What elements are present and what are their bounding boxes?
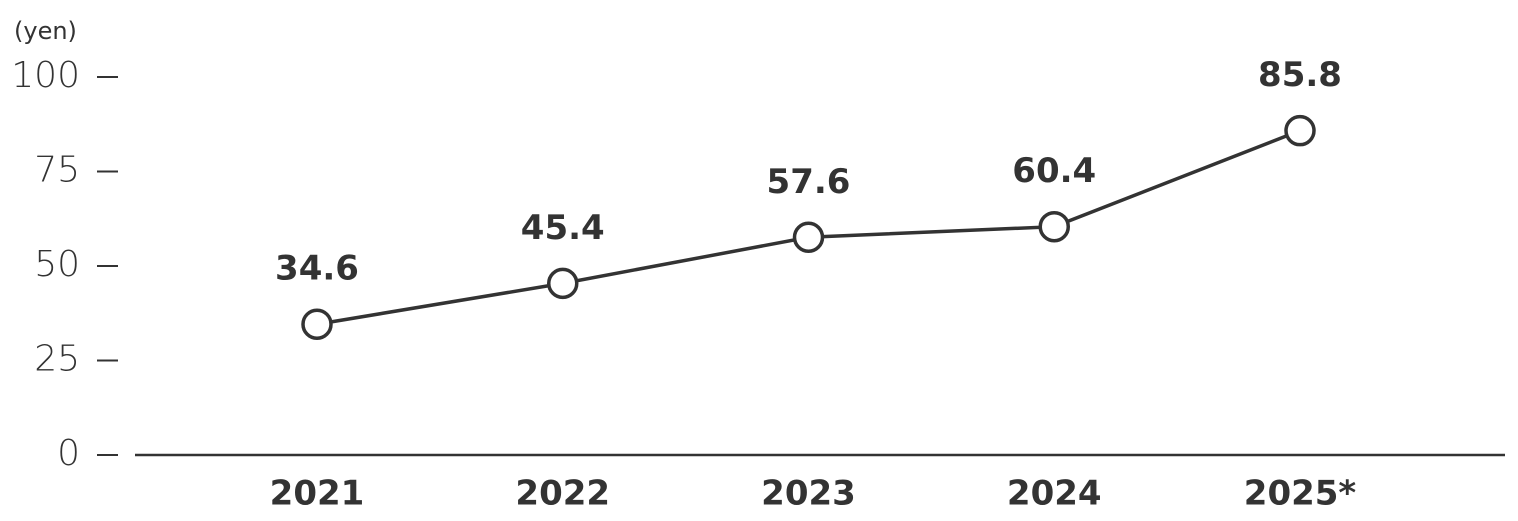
y-axis-label: (yen) — [14, 17, 77, 45]
y-tick-label: 0 — [57, 433, 80, 474]
x-tick-label: 2021 — [270, 474, 365, 514]
point — [792, 221, 825, 254]
x-tick-label: 2022 — [515, 474, 610, 514]
data-label: 57.6 — [767, 162, 851, 202]
y-tick-label: 25 — [34, 339, 80, 380]
y-tick-label: 75 — [34, 150, 80, 191]
data-label: 34.6 — [275, 249, 359, 289]
point — [547, 267, 579, 300]
data-label: 45.4 — [521, 208, 605, 248]
point — [1284, 114, 1316, 147]
x-tick-label: 2025* — [1244, 474, 1357, 514]
y-tick-label: 50 — [34, 244, 80, 285]
data-label: 60.4 — [1012, 151, 1096, 191]
x-tick-label: 2024 — [1007, 474, 1102, 514]
data-label: 85.8 — [1258, 55, 1342, 95]
point — [301, 308, 333, 340]
x-tick-label: 2023 — [761, 474, 856, 514]
point — [1038, 210, 1070, 243]
y-tick-label: 100 — [11, 55, 80, 96]
